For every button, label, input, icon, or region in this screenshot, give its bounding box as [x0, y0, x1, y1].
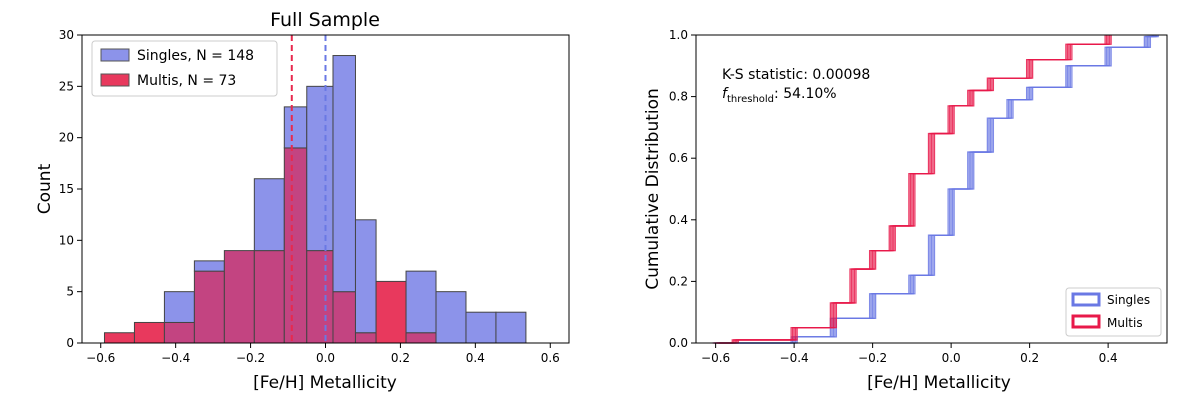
- cdf-x-axis-label: [Fe/H] Metallicity: [867, 373, 1011, 393]
- legend-swatch-singles: [100, 48, 130, 62]
- histogram-bar-overlap: [354, 332, 377, 344]
- histogram-bar-singles: [332, 55, 356, 293]
- cdf-line-multis: [718, 35, 1112, 344]
- y-tick-label: 30: [59, 28, 74, 42]
- y-tick-label: 20: [59, 131, 74, 145]
- histogram-bar-singles: [405, 270, 437, 334]
- histogram-title: Full Sample: [270, 9, 380, 31]
- y-tick-label: 0.0: [669, 336, 688, 350]
- cdf-x-ticks: −0.6 −0.4 −0.2 0.0 0.2 0.4: [701, 343, 1118, 365]
- histogram-bars: [103, 55, 527, 344]
- histogram-bar-singles: [495, 311, 527, 344]
- histogram-bar-overlap: [405, 332, 437, 344]
- cdf-y-ticks: 0.0 0.2 0.4 0.6 0.8 1.0: [669, 28, 696, 350]
- histogram-legend: Singles, N = 148 Multis, N = 73: [91, 40, 278, 97]
- histogram-bar-overlap: [253, 250, 285, 344]
- cdf-frame: [695, 34, 1168, 344]
- histogram-bar-multis: [375, 280, 407, 344]
- cdf-lines: [712, 35, 1159, 344]
- histogram-bar-multis: [103, 332, 135, 344]
- legend-label-multis: Multis, N = 73: [137, 73, 236, 89]
- cdf-legend: Singles Multis: [1065, 287, 1162, 337]
- x-tick-label: −0.6: [701, 351, 730, 365]
- histogram-bar-singles: [193, 260, 225, 272]
- x-tick-label: 0.0: [942, 351, 961, 365]
- histogram-x-ticks: −0.6 −0.4 −0.2 0.0 0.2 0.4 0.6: [86, 343, 560, 365]
- y-tick-label: 0.2: [669, 274, 688, 288]
- histogram-bar-overlap: [223, 250, 255, 344]
- legend-swatch-multis: [100, 73, 130, 87]
- x-tick-label: 0.2: [391, 351, 410, 365]
- cdf-y-axis-label: Cumulative Distribution: [643, 88, 663, 290]
- y-tick-label: 0.8: [669, 90, 688, 104]
- x-tick-label: 0.2: [1020, 351, 1039, 365]
- x-tick-label: −0.2: [858, 351, 887, 365]
- histogram-bar-singles: [283, 106, 308, 149]
- histogram-bar-overlap: [306, 250, 334, 344]
- y-tick-label: 10: [59, 233, 74, 247]
- y-tick-label: 5: [66, 285, 74, 299]
- histogram-bar-singles: [465, 311, 497, 344]
- x-tick-label: 0.0: [316, 351, 335, 365]
- x-tick-label: −0.4: [780, 351, 809, 365]
- threshold-value: : 54.10%: [774, 86, 837, 102]
- legend-swatch-singles-cdf: [1071, 292, 1101, 307]
- histogram-y-ticks: 0 5 10 15 20 25 30: [59, 28, 82, 350]
- ks-statistic-text: K-S statistic: 0.00098: [722, 67, 870, 83]
- histogram-bar-overlap: [193, 270, 225, 344]
- histogram-legend-frame: [91, 40, 278, 97]
- x-tick-label: −0.6: [86, 351, 115, 365]
- threshold-subscript: threshold: [727, 94, 774, 105]
- histogram-mean-lines: [290, 35, 327, 343]
- histogram-bar-singles: [435, 291, 467, 344]
- legend-label-multis-cdf: Multis: [1107, 316, 1143, 330]
- histogram-x-axis-label: [Fe/H] Metallicity: [253, 373, 397, 393]
- histogram-bar-singles: [253, 178, 285, 252]
- x-tick-label: −0.4: [161, 351, 190, 365]
- histogram-bar-overlap: [332, 291, 356, 344]
- x-tick-label: 0.4: [1099, 351, 1118, 365]
- threshold-text: fthreshold: 54.10%: [722, 86, 837, 105]
- histogram-bar-multis: [133, 321, 165, 344]
- y-tick-label: 0.6: [669, 151, 688, 165]
- y-tick-label: 15: [59, 182, 74, 196]
- threshold-symbol: f: [722, 86, 729, 102]
- cdf-annotation: K-S statistic: 0.00098 fthreshold: 54.10…: [722, 67, 870, 105]
- histogram-bar-overlap: [283, 147, 308, 344]
- x-tick-label: −0.2: [236, 351, 265, 365]
- y-tick-label: 0: [66, 336, 74, 350]
- legend-label-singles-cdf: Singles: [1107, 293, 1150, 307]
- cdf-panel: −0.6 −0.4 −0.2 0.0 0.2 0.4 0.0 0.2 0.4 0.6 0.8 1.0…: [643, 28, 1168, 393]
- histogram-bar-overlap: [163, 321, 195, 344]
- histogram-y-axis-label: Count: [35, 163, 55, 214]
- histogram-panel: Full Sample −0.6 −0.4 −0.2 0.0 0.2 0.4 0.6 0 5 1…: [35, 9, 570, 393]
- legend-swatch-multis-cdf: [1071, 314, 1101, 329]
- legend-label-singles: Singles, N = 148: [137, 48, 254, 64]
- histogram-bar-singles: [354, 219, 377, 334]
- histogram-bar-singles: [163, 291, 195, 323]
- y-tick-label: 1.0: [669, 28, 688, 42]
- x-tick-label: 0.4: [466, 351, 485, 365]
- cdf-legend-frame: [1065, 287, 1162, 337]
- histogram-bar-singles: [306, 85, 334, 252]
- y-tick-label: 25: [59, 79, 74, 93]
- x-tick-label: 0.6: [541, 351, 560, 365]
- y-tick-label: 0.4: [669, 213, 688, 227]
